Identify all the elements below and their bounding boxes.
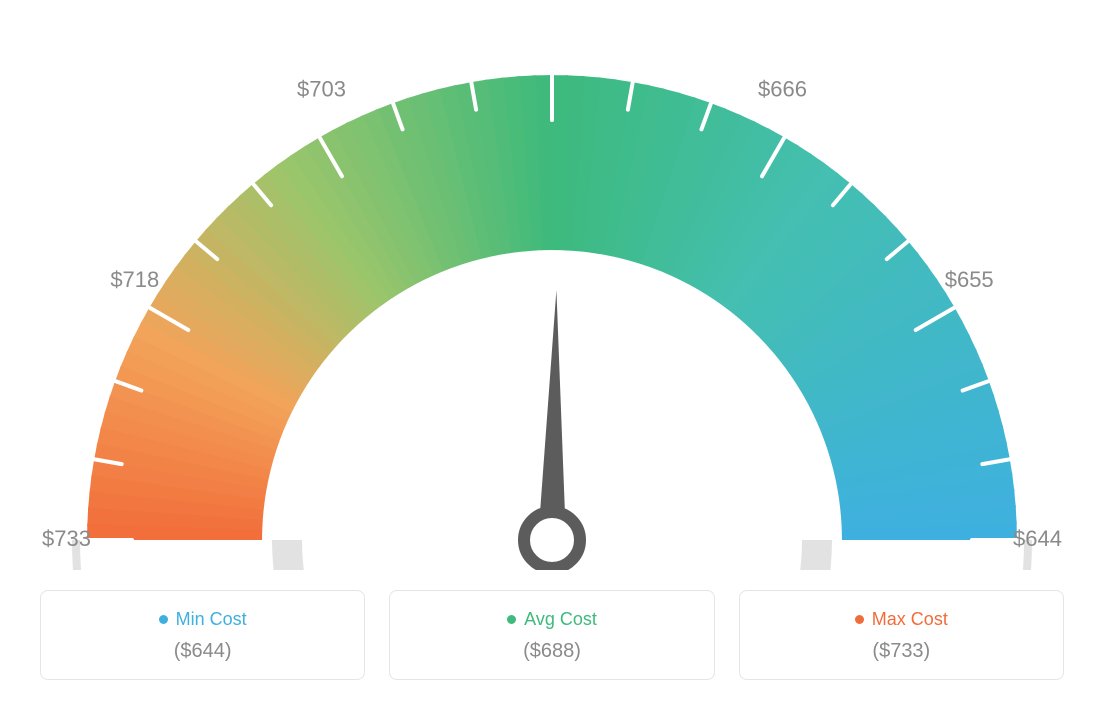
svg-text:$703: $703: [297, 76, 346, 101]
svg-text:$666: $666: [758, 76, 807, 101]
svg-text:$655: $655: [945, 267, 994, 292]
svg-text:$644: $644: [1013, 526, 1062, 551]
legend-max-title: Max Cost: [872, 609, 948, 630]
legend-max-title-row: Max Cost: [855, 609, 948, 630]
legend-avg-title-row: Avg Cost: [507, 609, 597, 630]
legend: Min Cost ($644) Avg Cost ($688) Max Cost…: [40, 590, 1064, 680]
svg-text:$718: $718: [110, 267, 159, 292]
legend-min-title: Min Cost: [176, 609, 247, 630]
legend-min-value: ($644): [51, 640, 354, 663]
legend-avg: Avg Cost ($688): [389, 590, 714, 680]
legend-max-value: ($733): [750, 640, 1053, 663]
legend-avg-value: ($688): [400, 640, 703, 663]
gauge-svg: $644$655$666$688$703$718$733: [40, 40, 1064, 570]
legend-avg-title: Avg Cost: [524, 609, 597, 630]
dot-max: [855, 615, 864, 624]
dot-min: [159, 615, 168, 624]
dot-avg: [507, 615, 516, 624]
legend-min: Min Cost ($644): [40, 590, 365, 680]
svg-text:$733: $733: [42, 526, 91, 551]
legend-min-title-row: Min Cost: [159, 609, 247, 630]
gauge: $644$655$666$688$703$718$733: [40, 40, 1064, 570]
cost-gauge-chart: $644$655$666$688$703$718$733 Min Cost ($…: [40, 40, 1064, 680]
legend-max: Max Cost ($733): [739, 590, 1064, 680]
